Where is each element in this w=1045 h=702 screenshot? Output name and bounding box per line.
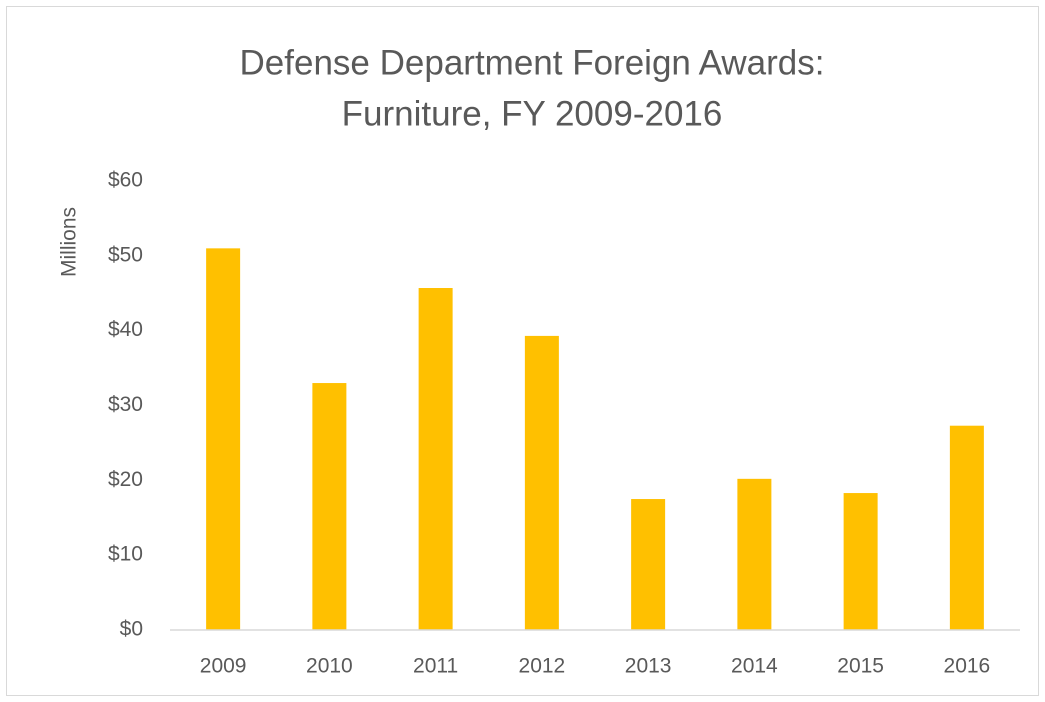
x-tick-label: 2015 [837,655,884,678]
x-tick-label: 2014 [731,655,778,678]
x-tick-label: 2016 [944,655,991,678]
y-tick-label: $20 [108,468,143,491]
x-tick-label: 2012 [519,655,566,678]
bar [524,335,559,630]
chart-title: Defense Department Foreign Awards: [240,43,825,82]
bar [737,478,772,630]
bar [843,493,878,630]
chart-title: Furniture, FY 2009-2016 [342,94,723,133]
y-tick-label: $30 [108,393,143,416]
y-tick-label: $10 [108,543,143,566]
bar [631,499,666,630]
x-tick-label: 2009 [200,655,247,678]
bar [312,383,347,630]
x-tick-label: 2013 [625,655,672,678]
x-tick-label: 2010 [306,655,353,678]
y-tick-label: $40 [108,318,143,341]
y-tick-label: $60 [108,169,143,192]
y-tick-label: $50 [108,243,143,266]
bar [206,248,241,630]
x-tick-label: 2011 [413,655,458,678]
bar [949,425,984,630]
y-axis-label: Millions [58,207,81,277]
y-tick-label: $0 [120,618,143,641]
bar [418,288,453,630]
